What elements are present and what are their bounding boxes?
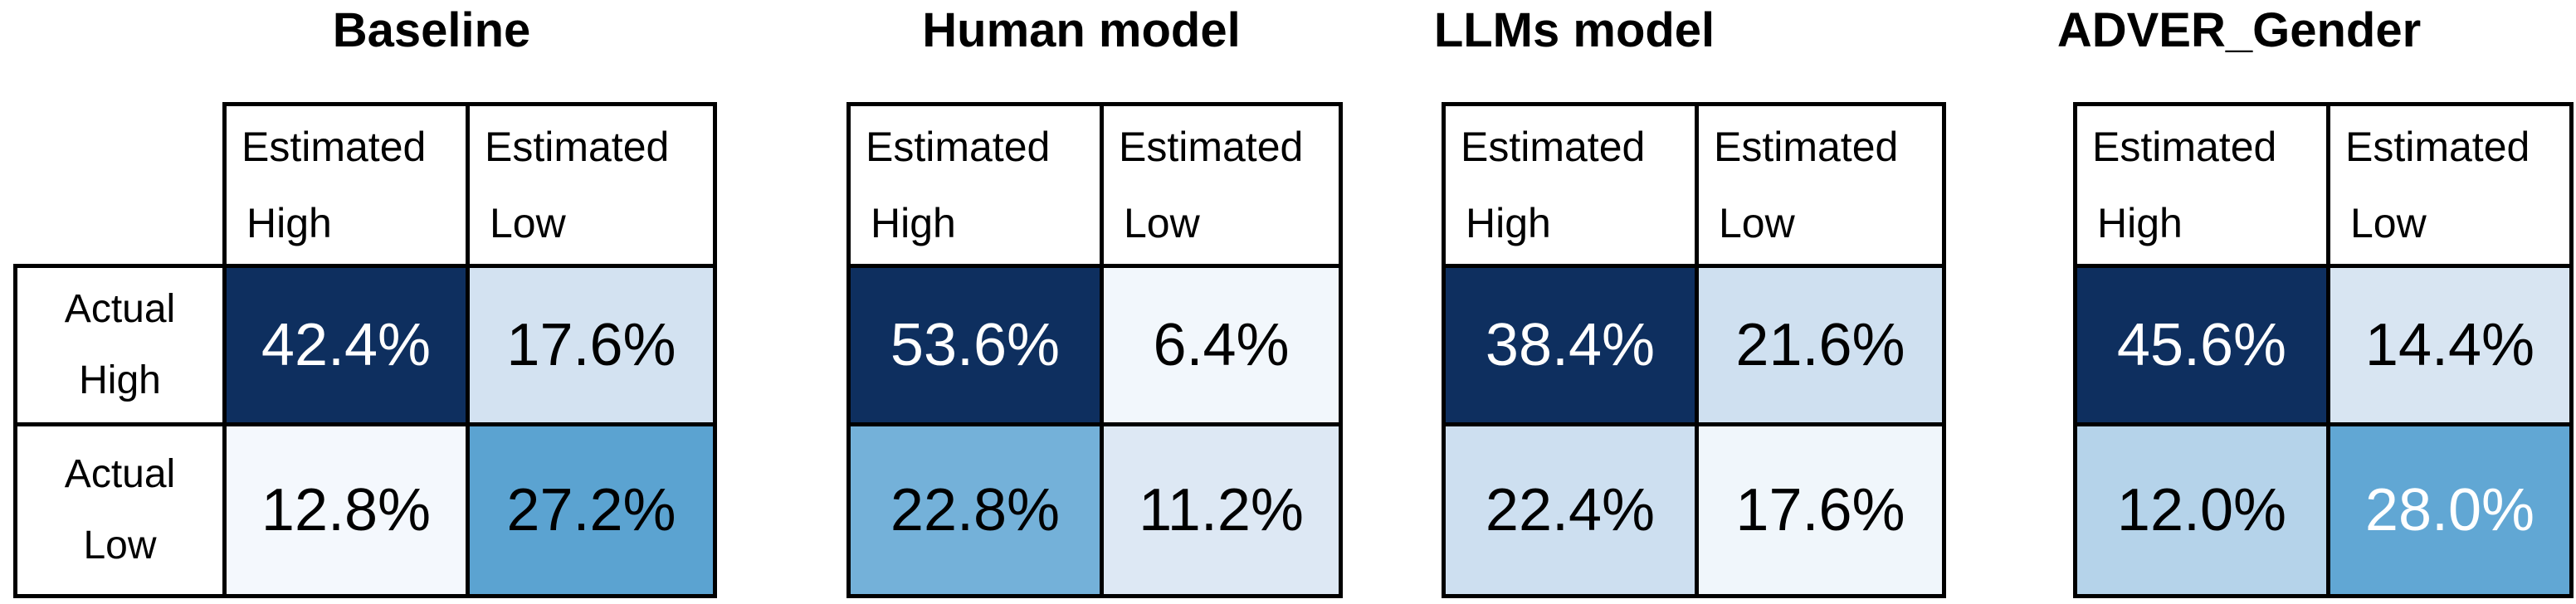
row-label-line: Actual: [64, 286, 176, 331]
llms-cell-actualhigh-estimatedhigh: 38.4%: [1442, 264, 1699, 426]
baseline-cell-actualhigh-estimatedlow: 17.6%: [466, 264, 717, 426]
header-line: Low: [490, 200, 566, 246]
header-line: Low: [1719, 200, 1795, 246]
header-line: Low: [2350, 200, 2427, 246]
adver-cell-actualhigh-estimatedhigh: 45.6%: [2073, 264, 2330, 426]
header-line: High: [246, 200, 332, 246]
header-line: Estimated: [2092, 123, 2277, 170]
adver-col-header-estimated-high: Estimated High: [2073, 102, 2330, 268]
baseline-cell-actualhigh-estimatedhigh: 42.4%: [222, 264, 470, 426]
row-label-line: Actual: [64, 451, 176, 496]
header-line: Estimated: [2345, 123, 2530, 170]
adver-cell-actuallow-estimatedhigh: 12.0%: [2073, 422, 2330, 598]
baseline-col-header-estimated-low: Estimated Low: [466, 102, 717, 268]
llms-cell-actuallow-estimatedlow: 17.6%: [1695, 422, 1946, 598]
panel-title-human-model: Human model: [922, 3, 1241, 57]
row-label-line: Low: [83, 524, 157, 567]
human-cell-actuallow-estimatedlow: 11.2%: [1100, 422, 1343, 598]
adver-cell-actualhigh-estimatedlow: 14.4%: [2326, 264, 2574, 426]
llms-cell-actualhigh-estimatedlow: 21.6%: [1695, 264, 1946, 426]
human-col-header-estimated-high: Estimated High: [846, 102, 1104, 268]
baseline-row-header-actual-high: Actual High: [13, 264, 227, 426]
panel-title-llms-model: LLMs model: [1433, 3, 1715, 57]
human-cell-actualhigh-estimatedlow: 6.4%: [1100, 264, 1343, 426]
row-label-line: High: [79, 358, 161, 402]
human-col-header-estimated-low: Estimated Low: [1100, 102, 1343, 268]
panel-title-adver-gender: ADVER_Gender: [2056, 3, 2422, 57]
baseline-col-header-estimated-high: Estimated High: [222, 102, 470, 268]
llms-col-header-estimated-high: Estimated High: [1442, 102, 1699, 268]
llms-col-header-estimated-low: Estimated Low: [1695, 102, 1946, 268]
header-line: Estimated: [866, 123, 1051, 170]
human-cell-actualhigh-estimatedhigh: 53.6%: [846, 264, 1104, 426]
baseline-row-header-actual-low: Actual Low: [13, 422, 227, 598]
llms-cell-actuallow-estimatedhigh: 22.4%: [1442, 422, 1699, 598]
header-line: Estimated: [1119, 123, 1304, 170]
header-line: High: [2097, 200, 2183, 246]
baseline-cell-actuallow-estimatedhigh: 12.8%: [222, 422, 470, 598]
panel-title-baseline: Baseline: [332, 3, 531, 57]
header-line: Low: [1124, 200, 1200, 246]
human-cell-actuallow-estimatedhigh: 22.8%: [846, 422, 1104, 598]
adver-col-header-estimated-low: Estimated Low: [2326, 102, 2574, 268]
baseline-cell-actuallow-estimatedlow: 27.2%: [466, 422, 717, 598]
adver-cell-actuallow-estimatedlow: 28.0%: [2326, 422, 2574, 598]
header-line: High: [871, 200, 956, 246]
header-line: Estimated: [1461, 123, 1646, 170]
header-line: Estimated: [242, 123, 427, 170]
header-line: High: [1466, 200, 1551, 246]
header-line: Estimated: [1714, 123, 1899, 170]
header-line: Estimated: [485, 123, 670, 170]
